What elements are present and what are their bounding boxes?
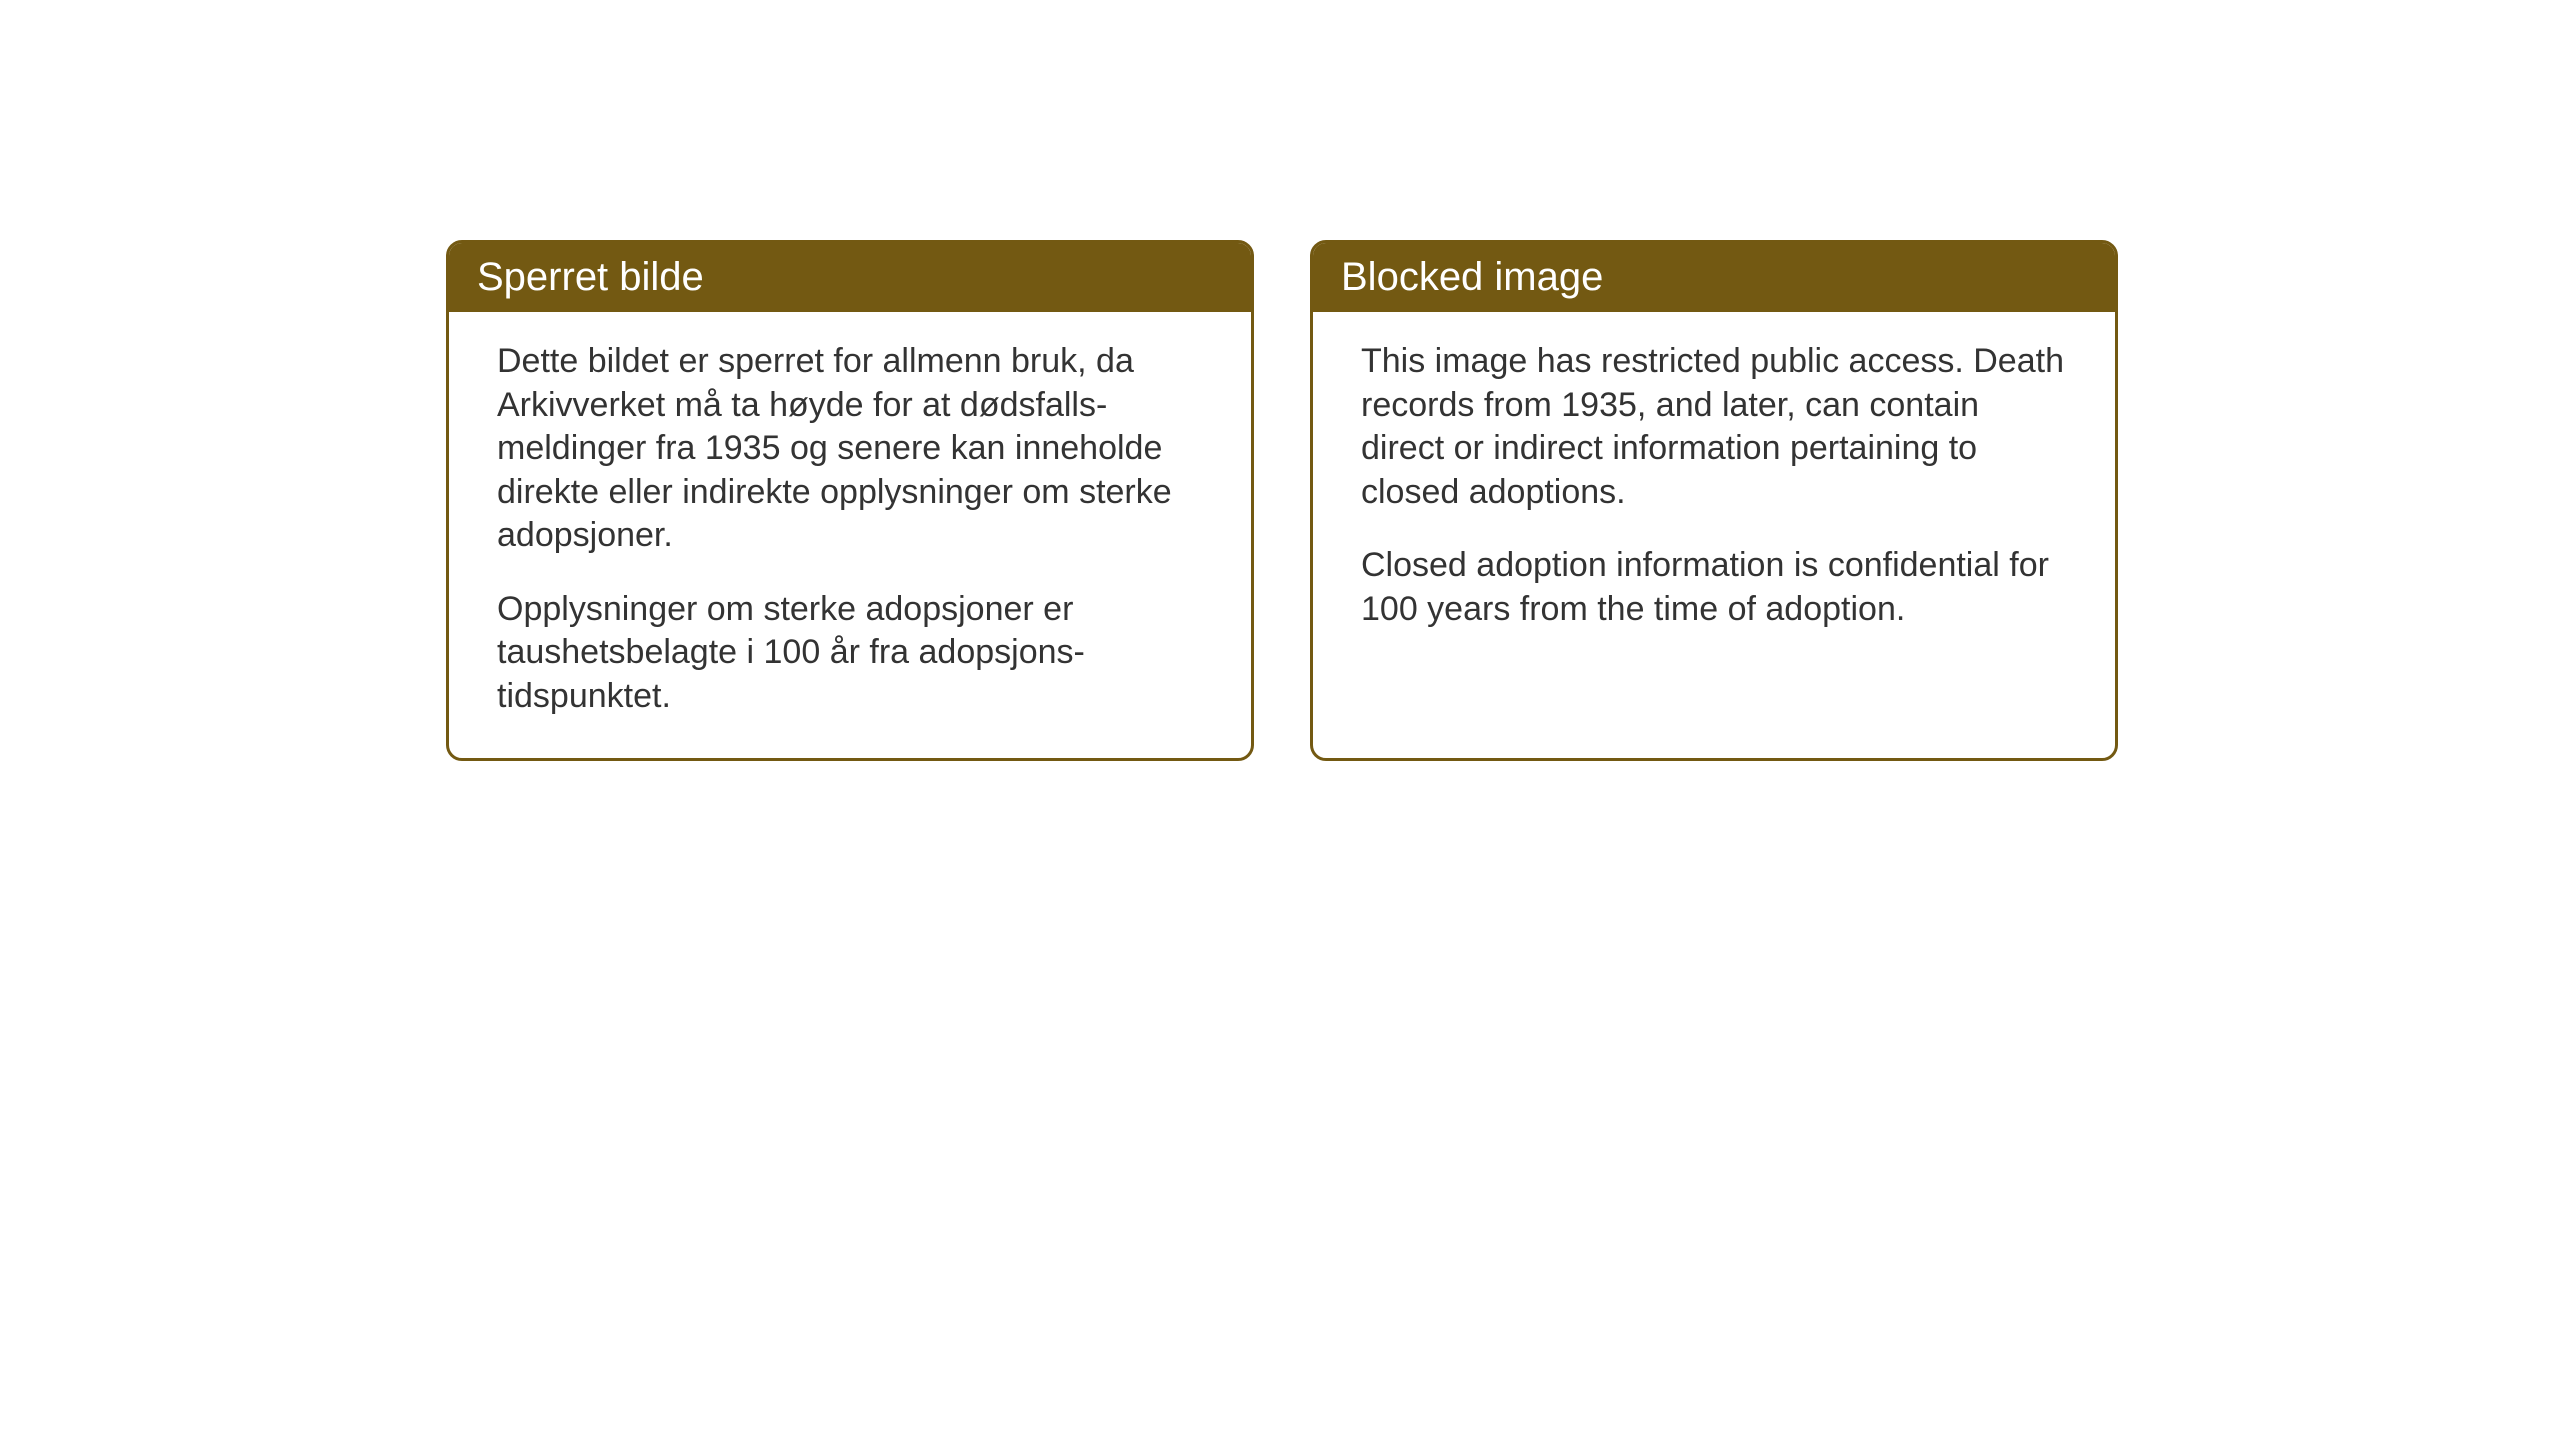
english-paragraph-2: Closed adoption information is confident… [1361,544,2067,631]
norwegian-paragraph-2: Opplysninger om sterke adopsjoner er tau… [497,588,1203,719]
english-card-title: Blocked image [1313,243,2115,312]
english-notice-card: Blocked image This image has restricted … [1310,240,2118,761]
norwegian-notice-card: Sperret bilde Dette bildet er sperret fo… [446,240,1254,761]
notice-cards-container: Sperret bilde Dette bildet er sperret fo… [446,240,2118,761]
norwegian-card-body: Dette bildet er sperret for allmenn bruk… [449,312,1251,758]
norwegian-card-title: Sperret bilde [449,243,1251,312]
english-card-body: This image has restricted public access.… [1313,312,2115,671]
norwegian-paragraph-1: Dette bildet er sperret for allmenn bruk… [497,340,1203,558]
english-paragraph-1: This image has restricted public access.… [1361,340,2067,514]
